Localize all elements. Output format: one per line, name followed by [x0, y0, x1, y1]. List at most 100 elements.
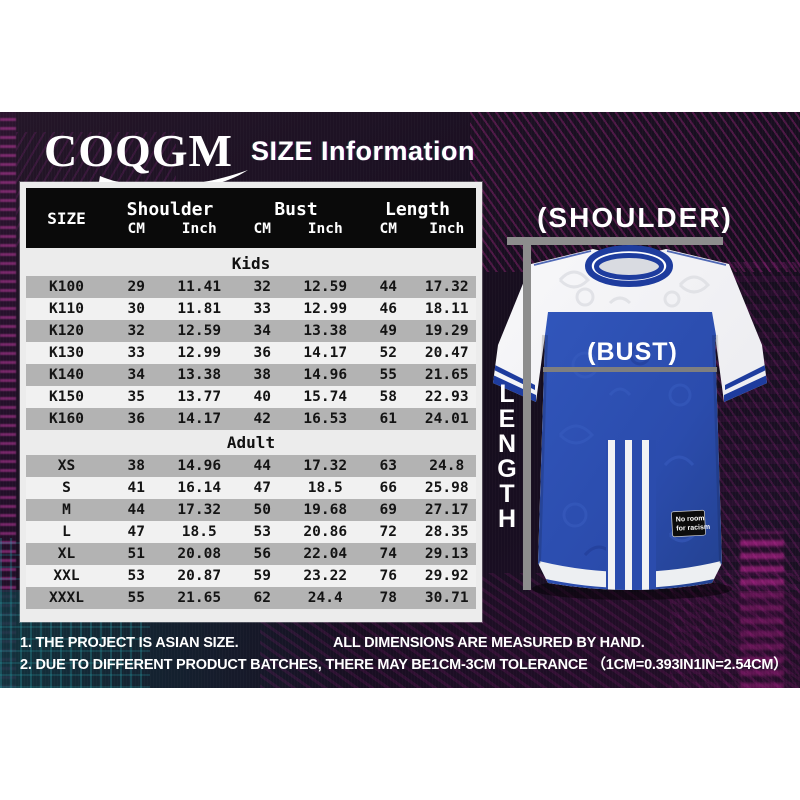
table-cell: 24.4 — [307, 590, 343, 606]
size-table-rows: Kids K100 29 11.41 32 12.59 44 17.32 K110 30 11.81… — [26, 251, 476, 609]
table-cell: 16.53 — [303, 411, 348, 427]
table-row: K110 30 11.81 33 12.99 46 18.11 — [26, 298, 476, 320]
size-table: SIZE Shoulder Bust Length CM Inch CM Inc… — [20, 182, 482, 622]
table-row: K100 29 11.41 32 12.59 44 17.32 — [26, 276, 476, 298]
length-letter: L — [499, 380, 515, 408]
table-cell: 14.96 — [177, 458, 222, 474]
note-measured-by-hand: ALL DIMENSIONS ARE MEASURED BY HAND. — [333, 635, 645, 651]
table-cell: 62 — [253, 590, 271, 606]
table-cell: 53 — [253, 524, 271, 540]
table-cell: K120 — [49, 323, 84, 339]
table-cell: 47 — [127, 524, 145, 540]
table-cell: 59 — [253, 568, 271, 584]
table-cell: K100 — [49, 279, 84, 295]
shirt-stripe-panel — [606, 440, 656, 590]
table-row: S 41 16.14 47 18.5 66 25.98 — [26, 477, 476, 499]
table-cell: 52 — [379, 345, 397, 361]
table-cell: 13.38 — [177, 367, 222, 383]
right-cuff-stripes — [724, 365, 767, 403]
table-cell: 32 — [253, 279, 271, 295]
table-section-label: Kids — [231, 254, 271, 273]
table-row: K150 35 13.77 40 15.74 58 22.93 — [26, 386, 476, 408]
note-tolerance: 2. DUE TO DIFFERENT PRODUCT BATCHES, THE… — [20, 657, 788, 673]
table-cell: 20.87 — [177, 568, 222, 584]
table-cell: 29.92 — [424, 568, 469, 584]
table-row: M 44 17.32 50 19.68 69 27.17 — [26, 499, 476, 521]
shirt-illustration: No room for racism — [493, 245, 767, 600]
table-cell: 44 — [379, 279, 397, 295]
page-title: SIZE Information — [251, 136, 475, 166]
patch-text-line2: for racism — [676, 524, 710, 533]
patch-text-line1: No room — [676, 515, 705, 523]
table-cell: 55 — [379, 367, 397, 383]
table-cell: 17.32 — [424, 279, 469, 295]
length-letter: H — [497, 505, 517, 533]
table-cell: 34 — [127, 367, 145, 383]
table-cell: XXXL — [49, 590, 84, 606]
table-cell: 23.22 — [303, 568, 348, 584]
table-cell: 66 — [379, 480, 397, 496]
table-cell: 29.13 — [424, 546, 469, 562]
note-asian-size: 1. THE PROJECT IS ASIAN SIZE. — [20, 635, 239, 651]
table-row: XL 51 20.08 56 22.04 74 29.13 — [26, 543, 476, 565]
table-cell: 47 — [253, 480, 271, 496]
table-row: XS 38 14.96 44 17.32 63 24.8 — [26, 455, 476, 477]
unit-header-inch: Inch — [429, 221, 465, 237]
table-cell: 28.35 — [424, 524, 469, 540]
table-cell: K150 — [49, 389, 84, 405]
table-cell: 32 — [127, 323, 145, 339]
table-cell: S — [62, 480, 71, 496]
column-header-size: SIZE — [47, 208, 86, 228]
table-cell: 12.99 — [303, 301, 348, 317]
table-cell: 30.71 — [424, 590, 469, 606]
size-chart-banner: COQGM SIZE Information SIZE Shoulder Bus… — [0, 112, 800, 688]
table-cell: 17.32 — [177, 502, 222, 518]
length-letter: N — [497, 430, 517, 458]
table-cell: 17.32 — [303, 458, 348, 474]
table-cell: 33 — [253, 301, 271, 317]
table-cell: XL — [57, 546, 76, 562]
table-cell: 12.59 — [303, 279, 348, 295]
length-measure-bar — [523, 241, 531, 590]
unit-header-cm: CM — [379, 221, 397, 237]
table-cell: 18.5 — [307, 480, 343, 496]
table-cell: 36 — [253, 345, 271, 361]
table-cell: 44 — [127, 502, 145, 518]
table-cell: 19.29 — [424, 323, 469, 339]
table-cell: 14.17 — [303, 345, 348, 361]
table-cell: 15.74 — [303, 389, 348, 405]
table-cell: 20.08 — [177, 546, 222, 562]
table-cell: XS — [57, 458, 76, 474]
table-cell: 11.41 — [177, 279, 222, 295]
table-cell: 13.38 — [303, 323, 348, 339]
bust-label: (BUST) — [587, 338, 678, 366]
length-letter: G — [497, 455, 517, 483]
table-cell: 21.65 — [177, 590, 222, 606]
table-row: K130 33 12.99 36 14.17 52 20.47 — [26, 342, 476, 364]
column-header-length: Length — [384, 199, 451, 220]
table-cell: 61 — [379, 411, 397, 427]
table-cell: 49 — [379, 323, 397, 339]
table-cell: 36 — [127, 411, 145, 427]
table-row: K160 36 14.17 42 16.53 61 24.01 — [26, 408, 476, 430]
table-cell: 55 — [127, 590, 145, 606]
table-cell: 51 — [127, 546, 145, 562]
size-table-header: SIZE Shoulder Bust Length CM Inch CM Inc… — [26, 188, 476, 248]
table-cell: 12.99 — [177, 345, 222, 361]
table-cell: 35 — [127, 389, 145, 405]
table-cell: L — [62, 524, 71, 540]
table-cell: K160 — [49, 411, 84, 427]
length-letter: E — [498, 405, 516, 433]
table-cell: 18.5 — [181, 524, 217, 540]
table-cell: 69 — [379, 502, 397, 518]
table-row: XXL 53 20.87 59 23.22 76 29.92 — [26, 565, 476, 587]
glitch-left-strip — [0, 112, 16, 688]
table-cell: 14.96 — [303, 367, 348, 383]
table-cell: 14.17 — [177, 411, 222, 427]
unit-header-inch: Inch — [181, 221, 217, 237]
table-row: K140 34 13.38 38 14.96 55 21.65 — [26, 364, 476, 386]
table-cell: K110 — [49, 301, 84, 317]
table-cell: 12.59 — [177, 323, 222, 339]
table-row: L 47 18.5 53 20.86 72 28.35 — [26, 521, 476, 543]
shoulder-label: (SHOULDER) — [537, 202, 733, 233]
